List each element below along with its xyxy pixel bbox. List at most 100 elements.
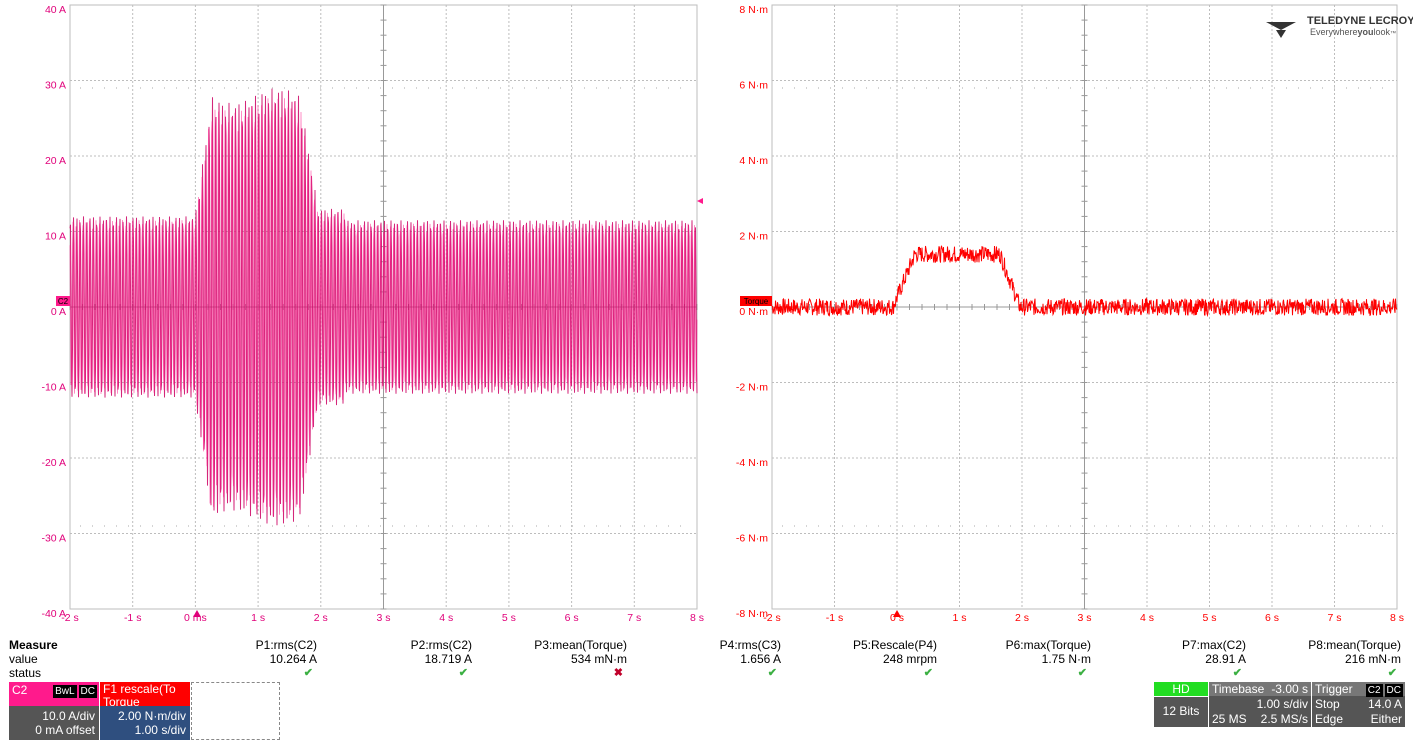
status-ok-icon: ✔	[303, 667, 313, 679]
c2-descriptor-label: C2	[12, 683, 28, 697]
trigger-time-marker-left	[193, 610, 201, 617]
x-tick-label: 6 s	[565, 612, 579, 624]
f1-horizontal-scale: 1.00 s/div	[134, 723, 186, 737]
torque-ground-marker[interactable]	[740, 296, 772, 306]
trigger-level-marker[interactable]	[697, 198, 703, 204]
y-tick-label: -6 N·m	[736, 533, 768, 545]
measure-param-name: P4:rms(C3)	[719, 638, 781, 652]
x-tick-label: 2 s	[314, 612, 328, 624]
measure-param-value: 216 mN·m	[1344, 652, 1401, 666]
trigger-coupling-tag: DC	[1384, 684, 1403, 697]
resolution-indicator: 12 Bits	[1154, 697, 1208, 727]
status-ok-icon: ✔	[1387, 667, 1397, 679]
x-tick-label: 2 s	[1015, 612, 1029, 624]
x-tick-label: -2 s	[763, 612, 781, 624]
empty-descriptor-slot[interactable]	[191, 682, 280, 740]
measure-param-value: 10.264 A	[269, 652, 317, 666]
measure-param-value: 28.91 A	[1205, 652, 1246, 666]
x-tick-label: 0 ms	[184, 612, 207, 624]
measure-param-value: 534 mN·m	[570, 652, 627, 666]
f1-descriptor-label: F1	[103, 682, 118, 696]
y-tick-label: -2 N·m	[736, 382, 768, 394]
measure-title: Measure	[9, 638, 58, 652]
f1-vertical-scale: 2.00 N·m/div	[117, 709, 186, 723]
c2-vertical-scale: 10.0 A/div	[42, 709, 95, 723]
measure-param-name: P3:mean(Torque)	[534, 638, 627, 652]
x-tick-label: 3 s	[376, 612, 390, 624]
measure-row-value-label: value	[9, 652, 38, 666]
x-tick-label: 5 s	[502, 612, 516, 624]
coupling-tag: DC	[78, 685, 97, 698]
status-ok-icon: ✔	[458, 667, 468, 679]
f1-math-descriptor[interactable]: F1 rescale(To Torque 2.00 N·m/div 1.00 s…	[100, 682, 190, 740]
x-tick-label: 4 s	[439, 612, 453, 624]
c2-ground-marker[interactable]	[56, 296, 70, 306]
torque-waveform	[771, 245, 1398, 318]
x-tick-label: 7 s	[1327, 612, 1341, 624]
measure-param-name: P8:mean(Torque)	[1308, 638, 1401, 652]
c2-waveform-envelope	[69, 98, 698, 517]
trigger-level: 14.0 A	[1367, 697, 1402, 711]
torque-marker-label: Torque	[744, 297, 769, 306]
measure-param-name: P5:Rescale(P4)	[852, 638, 937, 652]
y-tick-label: 0 A	[51, 306, 66, 318]
trigger-source-tag: C2	[1365, 684, 1383, 697]
torque-trace	[771, 245, 1398, 318]
x-tick-label: 7 s	[627, 612, 641, 624]
x-tick-label: 8 s	[690, 612, 704, 624]
right-plot-labels: 8 N·m 6 N·m 4 N·m 2 N·m 0 N·m -2 N·m -4 N·m -6 …	[736, 4, 1404, 624]
timebase-header	[1209, 682, 1311, 696]
measure-param-value: 248 mrpm	[882, 652, 937, 666]
x-tick-label: 8 s	[1390, 612, 1404, 624]
current-trace-c2	[69, 88, 698, 526]
x-tick-label: 0 s	[890, 612, 904, 624]
trigger-label: Trigger	[1315, 682, 1353, 696]
timebase-scale: 1.00 s/div	[1256, 697, 1308, 711]
f1-function-name: rescale(To	[120, 682, 176, 696]
y-tick-label: -30 A	[41, 533, 66, 545]
measure-param-name: P7:max(C2)	[1181, 638, 1246, 652]
trigger-type: Edge	[1315, 712, 1344, 726]
status-warning-icon: ✖	[613, 667, 623, 679]
trigger-mode: Stop	[1315, 697, 1340, 711]
trigger-time-marker-right	[893, 610, 901, 617]
teledyne-lecroy-logo: TELEDYNE LECROY Everywhereyoulook™	[1266, 15, 1413, 38]
measure-param-name: P2:rms(C2)	[410, 638, 472, 652]
status-ok-icon: ✔	[1077, 667, 1087, 679]
status-ok-icon: ✔	[923, 667, 933, 679]
y-tick-label: 0 N·m	[739, 306, 768, 318]
x-tick-label: 3 s	[1077, 612, 1091, 624]
y-tick-label: 20 A	[45, 155, 66, 167]
bits-label: 12 Bits	[1162, 704, 1200, 718]
y-tick-label: -4 N·m	[736, 457, 768, 469]
logo-tagline: Everywhereyoulook™	[1310, 27, 1396, 37]
left-plot-labels: 40 A30 A20 A10 A0 A-10 A-20 A-30 A-40 A-…	[41, 4, 704, 624]
y-tick-label: 30 A	[45, 80, 66, 92]
y-tick-label: 10 A	[45, 231, 66, 243]
trigger-slope: Either	[1370, 712, 1402, 726]
c2-channel-descriptor[interactable]: C2 BwL DC 10.0 A/div 0 mA offset	[9, 682, 99, 740]
x-tick-label: -1 s	[124, 612, 142, 624]
y-tick-label: -40 A	[41, 608, 66, 620]
measure-table: Measure value status P1:rms(C2) 10.264 A ✔…	[0, 636, 1413, 680]
measure-param-name: P6:max(Torque)	[1005, 638, 1091, 652]
y-tick-label: 4 N·m	[739, 155, 768, 167]
x-tick-label: 1 s	[952, 612, 966, 624]
logo-brand: TELEDYNE LECROY	[1307, 15, 1413, 27]
hd-label: HD	[1172, 682, 1190, 696]
bandwidth-limit-tag: BwL	[53, 685, 77, 698]
y-tick-label: 8 N·m	[739, 4, 768, 16]
timebase-descriptor[interactable]: Timebase -3.00 s 1.00 s/div 25 MS 2.5 MS…	[1209, 682, 1311, 727]
measure-param-name: P1:rms(C2)	[255, 638, 317, 652]
x-tick-label: 4 s	[1140, 612, 1154, 624]
trigger-descriptor[interactable]: Trigger C2 DC Stop 14.0 A Edge Either	[1312, 682, 1405, 727]
c2-marker-label: C2	[58, 297, 69, 306]
x-tick-label: 5 s	[1202, 612, 1216, 624]
timebase-label: Timebase	[1212, 682, 1265, 696]
sample-count: 25 MS	[1212, 712, 1247, 726]
hd-mode-indicator[interactable]: HD	[1154, 682, 1208, 696]
measure-param-value: 1.656 A	[740, 652, 781, 666]
f1-function-target: Torque	[103, 695, 140, 709]
y-tick-label: 40 A	[45, 4, 66, 16]
y-tick-label: -10 A	[41, 382, 66, 394]
